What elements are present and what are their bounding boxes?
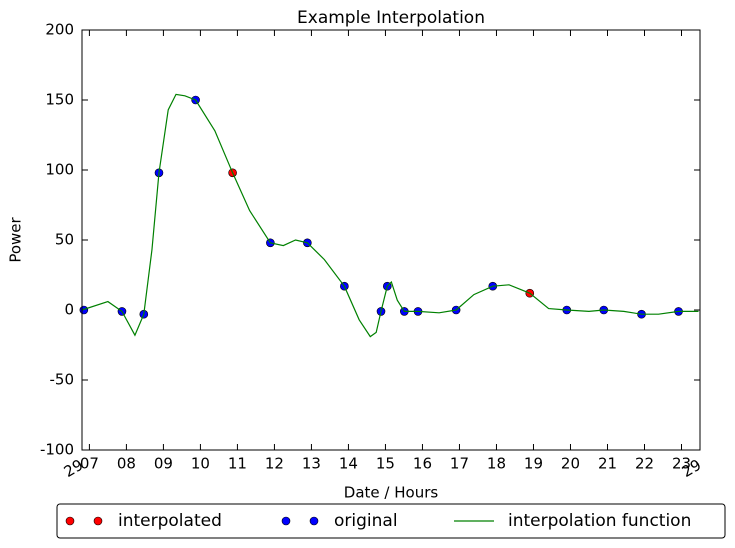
y-axis-label: Power [7,216,25,262]
y-tick-label: 200 [45,21,74,39]
interpolation-line [81,93,699,338]
legend-label: original [334,511,398,531]
legend-box [56,503,726,539]
x-tick-label: 21 [598,455,617,473]
plot-frame [81,29,701,451]
x-tick-label: 19 [524,455,543,473]
x-tick-label: 22 [635,455,654,473]
legend-label: interpolated [118,511,222,531]
legend-marker [309,516,319,526]
y-tick-label: 100 [45,161,74,179]
x-tick-label: 13 [302,455,321,473]
legend-label: interpolation function [508,511,691,531]
y-tick-label: -100 [40,441,74,459]
legend-marker [281,516,291,526]
legend-marker [93,516,103,526]
x-tick-label: 17 [450,455,469,473]
legend-marker [65,516,75,526]
x-tick-label: 08 [117,455,136,473]
y-tick-label: 0 [64,301,74,319]
y-tick-label: -50 [50,371,75,389]
x-tick-label: 09 [154,455,173,473]
x-tick-label: 15 [376,455,395,473]
x-tick-label: 18 [487,455,506,473]
x-axis-label: Date / Hours [344,484,439,502]
x-tick-label: 14 [339,455,358,473]
x-tick-label: 12 [265,455,284,473]
chart-title: Example Interpolation [297,8,485,28]
x-tick-label: 16 [413,455,432,473]
x-tick-label: 23 [672,455,691,473]
x-tick-label: 07 [80,455,99,473]
x-tick-label: 10 [191,455,210,473]
x-tick-label: 20 [561,455,580,473]
y-tick-label: 50 [55,231,74,249]
y-tick-label: 150 [45,91,74,109]
x-tick-label: 11 [228,455,247,473]
